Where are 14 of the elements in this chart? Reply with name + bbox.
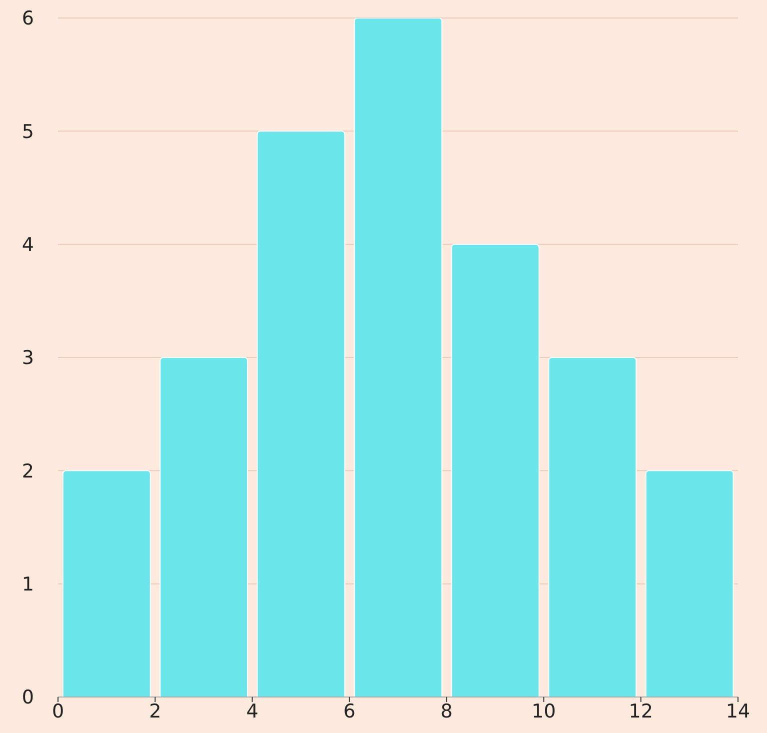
x-tick-label: 6 bbox=[343, 700, 356, 722]
y-tick-label: 5 bbox=[22, 120, 34, 143]
x-tick-label: 10 bbox=[532, 700, 556, 722]
y-tick-label: 3 bbox=[22, 347, 34, 370]
x-tick-label: 8 bbox=[440, 700, 453, 722]
x-tick-label: 0 bbox=[52, 700, 64, 722]
x-tick-label: 14 bbox=[726, 700, 750, 722]
x-tick-label: 2 bbox=[149, 700, 162, 722]
x-tick-label: 4 bbox=[246, 700, 258, 722]
x-tick-label: 12 bbox=[628, 700, 653, 722]
y-tick-label: 6 bbox=[22, 8, 34, 30]
y-tick-label: 2 bbox=[22, 460, 34, 482]
y-tick-label: 4 bbox=[22, 234, 34, 256]
y-tick-label: 1 bbox=[22, 574, 34, 596]
